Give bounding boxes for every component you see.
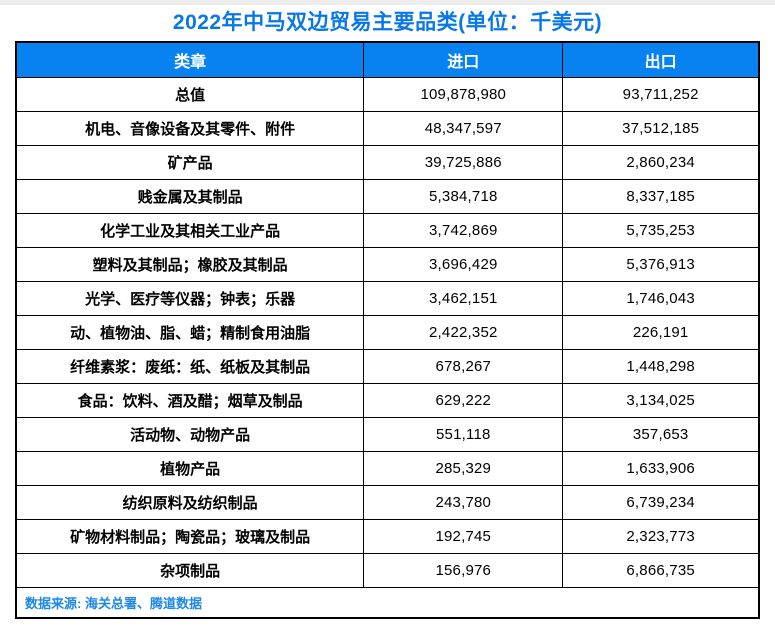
- table-row: 矿产品 39,725,886 2,860,234: [15, 145, 760, 180]
- category-cell: 塑料及其制品；橡胶及其制品: [15, 247, 365, 282]
- export-value-cell: 8,337,185: [562, 179, 760, 214]
- table-footer: 数据来源: 海关总署、腾道数据: [15, 587, 760, 619]
- table-row: 植物产品 285,329 1,633,906: [15, 451, 760, 486]
- export-value-cell: 226,191: [562, 315, 760, 350]
- export-value-cell: 37,512,185: [562, 111, 760, 146]
- table-row: 总值 109,878,980 93,711,252: [15, 77, 760, 112]
- import-value-cell: 2,422,352: [363, 315, 564, 350]
- column-header-category: 类章: [15, 41, 365, 78]
- export-value-cell: 3,134,025: [562, 383, 760, 418]
- source-row: 数据来源: 海关总署、腾道数据: [15, 587, 760, 619]
- table-row: 纤维素浆：废纸：纸、纸板及其制品 678,267 1,448,298: [15, 349, 760, 384]
- table-row: 光学、医疗等仪器；钟表；乐器 3,462,151 1,746,043: [15, 281, 760, 316]
- table-row: 活动物、动物产品 551,118 357,653: [15, 417, 760, 452]
- category-cell: 活动物、动物产品: [15, 417, 365, 452]
- import-value-cell: 48,347,597: [363, 111, 564, 146]
- export-value-cell: 5,735,253: [562, 213, 760, 248]
- header-row: 类章 进口 出口: [15, 41, 760, 78]
- table-row: 化学工业及其相关工业产品 3,742,869 5,735,253: [15, 213, 760, 248]
- import-value-cell: 109,878,980: [363, 77, 564, 112]
- table-row: 塑料及其制品；橡胶及其制品 3,696,429 5,376,913: [15, 247, 760, 282]
- export-value-cell: 6,739,234: [562, 485, 760, 520]
- import-value-cell: 285,329: [363, 451, 564, 486]
- table-row: 动、植物油、脂、蜡；精制食用油脂 2,422,352 226,191: [15, 315, 760, 350]
- category-cell: 光学、医疗等仪器；钟表；乐器: [15, 281, 365, 316]
- column-header-export: 出口: [562, 41, 760, 78]
- data-source-note: 数据来源: 海关总署、腾道数据: [15, 587, 760, 619]
- import-value-cell: 156,976: [363, 553, 564, 588]
- table-row: 矿物材料制品；陶瓷品；玻璃及制品 192,745 2,323,773: [15, 519, 760, 554]
- export-value-cell: 93,711,252: [562, 77, 760, 112]
- import-value-cell: 39,725,886: [363, 145, 564, 180]
- import-value-cell: 243,780: [363, 485, 564, 520]
- category-cell: 纤维素浆：废纸：纸、纸板及其制品: [15, 349, 365, 384]
- export-value-cell: 1,448,298: [562, 349, 760, 384]
- export-value-cell: 1,746,043: [562, 281, 760, 316]
- category-cell: 总值: [15, 77, 365, 112]
- table-header: 类章 进口 出口: [15, 41, 760, 78]
- category-cell: 食品：饮料、酒及醋；烟草及制品: [15, 383, 365, 418]
- page-title: 2022年中马双边贸易主要品类(单位：千美元): [172, 11, 603, 34]
- category-cell: 化学工业及其相关工业产品: [15, 213, 365, 248]
- table-body: 总值 109,878,980 93,711,252 机电、音像设备及其零件、附件 48,…: [15, 77, 760, 588]
- category-cell: 杂项制品: [15, 553, 365, 588]
- import-value-cell: 3,462,151: [363, 281, 564, 316]
- column-header-import: 进口: [363, 41, 564, 78]
- category-cell: 动、植物油、脂、蜡；精制食用油脂: [15, 315, 365, 350]
- category-cell: 纺织原料及纺织制品: [15, 485, 365, 520]
- table-row: 机电、音像设备及其零件、附件 48,347,597 37,512,185: [15, 111, 760, 146]
- table-row: 杂项制品 156,976 6,866,735: [15, 553, 760, 588]
- import-value-cell: 3,742,869: [363, 213, 564, 248]
- export-value-cell: 5,376,913: [562, 247, 760, 282]
- table-row: 贱金属及其制品 5,384,718 8,337,185: [15, 179, 760, 214]
- export-value-cell: 2,323,773: [562, 519, 760, 554]
- category-cell: 贱金属及其制品: [15, 179, 365, 214]
- import-value-cell: 678,267: [363, 349, 564, 384]
- import-value-cell: 629,222: [363, 383, 564, 418]
- table-row: 纺织原料及纺织制品 243,780 6,739,234: [15, 485, 760, 520]
- export-value-cell: 1,633,906: [562, 451, 760, 486]
- category-cell: 矿物材料制品；陶瓷品；玻璃及制品: [15, 519, 365, 554]
- category-cell: 矿产品: [15, 145, 365, 180]
- trade-table: 类章 进口 出口 总值 109,878,980 93,711,252 机电、音像设备及…: [15, 41, 760, 619]
- export-value-cell: 6,866,735: [562, 553, 760, 588]
- category-cell: 机电、音像设备及其零件、附件: [15, 111, 365, 146]
- import-value-cell: 551,118: [363, 417, 564, 452]
- import-value-cell: 5,384,718: [363, 179, 564, 214]
- top-strip: [0, 0, 775, 5]
- export-value-cell: 2,860,234: [562, 145, 760, 180]
- import-value-cell: 192,745: [363, 519, 564, 554]
- export-value-cell: 357,653: [562, 417, 760, 452]
- import-value-cell: 3,696,429: [363, 247, 564, 282]
- table-row: 食品：饮料、酒及醋；烟草及制品 629,222 3,134,025: [15, 383, 760, 418]
- category-cell: 植物产品: [15, 451, 365, 486]
